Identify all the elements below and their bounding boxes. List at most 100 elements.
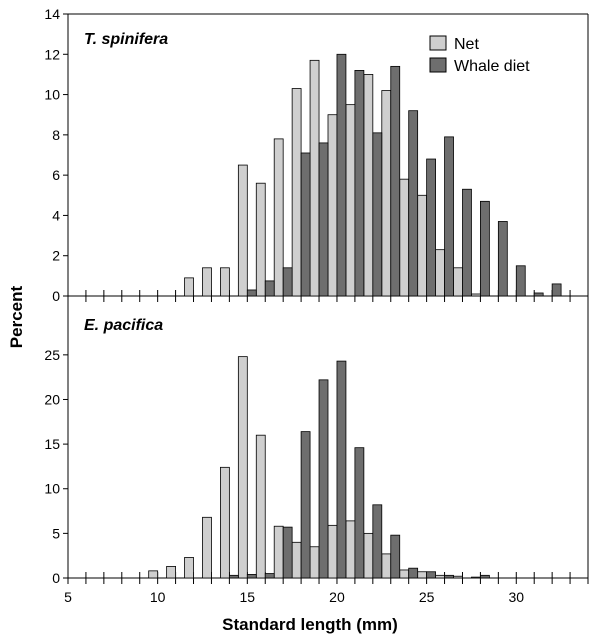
- bar-net: [453, 267, 463, 297]
- bar-net: [237, 356, 248, 579]
- legend-label: Net: [454, 36, 479, 53]
- bar-whale-diet: [246, 289, 257, 297]
- bar-net: [220, 267, 230, 297]
- bar-net: [309, 59, 320, 297]
- legend: Net Whale diet: [429, 35, 530, 75]
- bar-net: [345, 520, 356, 579]
- bar-whale-diet: [497, 221, 508, 297]
- bar-net: [435, 574, 445, 579]
- bar-whale-diet: [444, 136, 454, 297]
- bar-whale-diet: [282, 526, 293, 579]
- legend-label: Whale diet: [454, 58, 530, 75]
- bar-net: [202, 267, 212, 297]
- bar-whale-diet: [462, 188, 472, 297]
- x-tick-label: 20: [329, 589, 345, 605]
- bar-net: [273, 525, 284, 579]
- bar-net: [166, 565, 176, 579]
- bar-whale-diet: [533, 292, 544, 297]
- bar-net: [309, 546, 320, 579]
- y-tick-label: 2: [52, 248, 60, 264]
- bar-whale-diet: [318, 379, 329, 579]
- y-axis-title: Percent: [7, 285, 26, 348]
- bar-whale-diet: [408, 567, 419, 579]
- panel-title: T. spinifera: [84, 31, 168, 48]
- bar-whale-diet: [372, 132, 383, 297]
- bar-whale-diet: [480, 574, 490, 579]
- bar-whale-diet: [390, 534, 401, 579]
- y-tick-label: 8: [52, 127, 60, 143]
- y-tick-label: 25: [44, 347, 60, 363]
- bar-whale-diet: [336, 360, 347, 579]
- bar-whale-diet: [444, 574, 454, 579]
- bar-whale-diet: [246, 574, 257, 579]
- bar-whale-diet: [354, 70, 365, 297]
- bar-net: [381, 553, 392, 579]
- bar-net: [399, 178, 410, 297]
- bar-whale-diet: [228, 574, 239, 579]
- bar-net: [255, 182, 266, 297]
- y-tick-label: 10: [44, 481, 60, 497]
- bar-net: [148, 570, 159, 579]
- bar-whale-diet: [300, 152, 311, 297]
- bar-net: [453, 575, 463, 579]
- y-tick-label: 4: [52, 207, 60, 223]
- bar-whale-diet: [264, 573, 275, 579]
- bar-net: [202, 516, 212, 579]
- y-tick-label: 12: [44, 46, 60, 62]
- bar-whale-diet: [408, 110, 419, 297]
- panel-1: 0 2 4 6 8 10 12 14 T. spinifera Net Whale diet: [44, 6, 589, 304]
- bar-net: [184, 557, 194, 579]
- y-tick-label: 0: [52, 288, 60, 304]
- bar-net: [291, 88, 302, 297]
- bar-net: [417, 194, 428, 297]
- x-tick-label: 15: [240, 589, 256, 605]
- bar-net: [220, 466, 230, 579]
- bar-net: [435, 249, 445, 297]
- x-tick-label: 10: [150, 589, 166, 605]
- bar-whale-diet: [480, 200, 490, 297]
- bar-whale-diet: [551, 283, 562, 297]
- bar-net: [471, 293, 481, 297]
- bar-net: [345, 104, 356, 297]
- bar-net: [399, 569, 410, 579]
- bar-whale-diet: [282, 267, 293, 297]
- bar-whale-diet: [336, 53, 347, 297]
- legend-swatch: [429, 57, 447, 73]
- bar-whale-diet: [515, 265, 526, 297]
- bar-whale-diet: [426, 158, 436, 297]
- legend-swatch: [429, 35, 447, 51]
- y-tick-label: 5: [52, 525, 60, 541]
- bar-net: [363, 532, 374, 579]
- bar-net: [273, 138, 284, 297]
- bar-net: [417, 571, 428, 579]
- bar-whale-diet: [264, 280, 275, 297]
- bar-net: [381, 90, 392, 297]
- x-axis-title: Standard length (mm): [222, 615, 398, 634]
- bar-net: [237, 164, 248, 297]
- x-tick-label: 5: [64, 589, 72, 605]
- bar-whale-diet: [354, 447, 365, 579]
- y-tick-label: 6: [52, 167, 60, 183]
- panel-title: E. pacifica: [84, 317, 163, 334]
- bar-whale-diet: [318, 142, 329, 297]
- y-tick-label: 10: [44, 87, 60, 103]
- bar-net: [184, 277, 194, 297]
- x-tick-label: 30: [508, 589, 524, 605]
- bar-net: [471, 576, 481, 579]
- bar-whale-diet: [372, 504, 383, 579]
- bar-whale-diet: [390, 65, 401, 297]
- bar-net: [327, 114, 338, 297]
- y-tick-label: 20: [44, 391, 60, 407]
- bar-net: [327, 524, 338, 579]
- bar-net: [363, 74, 374, 297]
- bar-whale-diet: [426, 571, 436, 579]
- x-tick-label: 25: [419, 589, 435, 605]
- bar-net: [291, 541, 302, 579]
- bar-net: [255, 434, 266, 579]
- y-tick-label: 14: [44, 6, 60, 22]
- y-tick-label: 15: [44, 436, 60, 452]
- y-tick-label: 0: [52, 570, 60, 586]
